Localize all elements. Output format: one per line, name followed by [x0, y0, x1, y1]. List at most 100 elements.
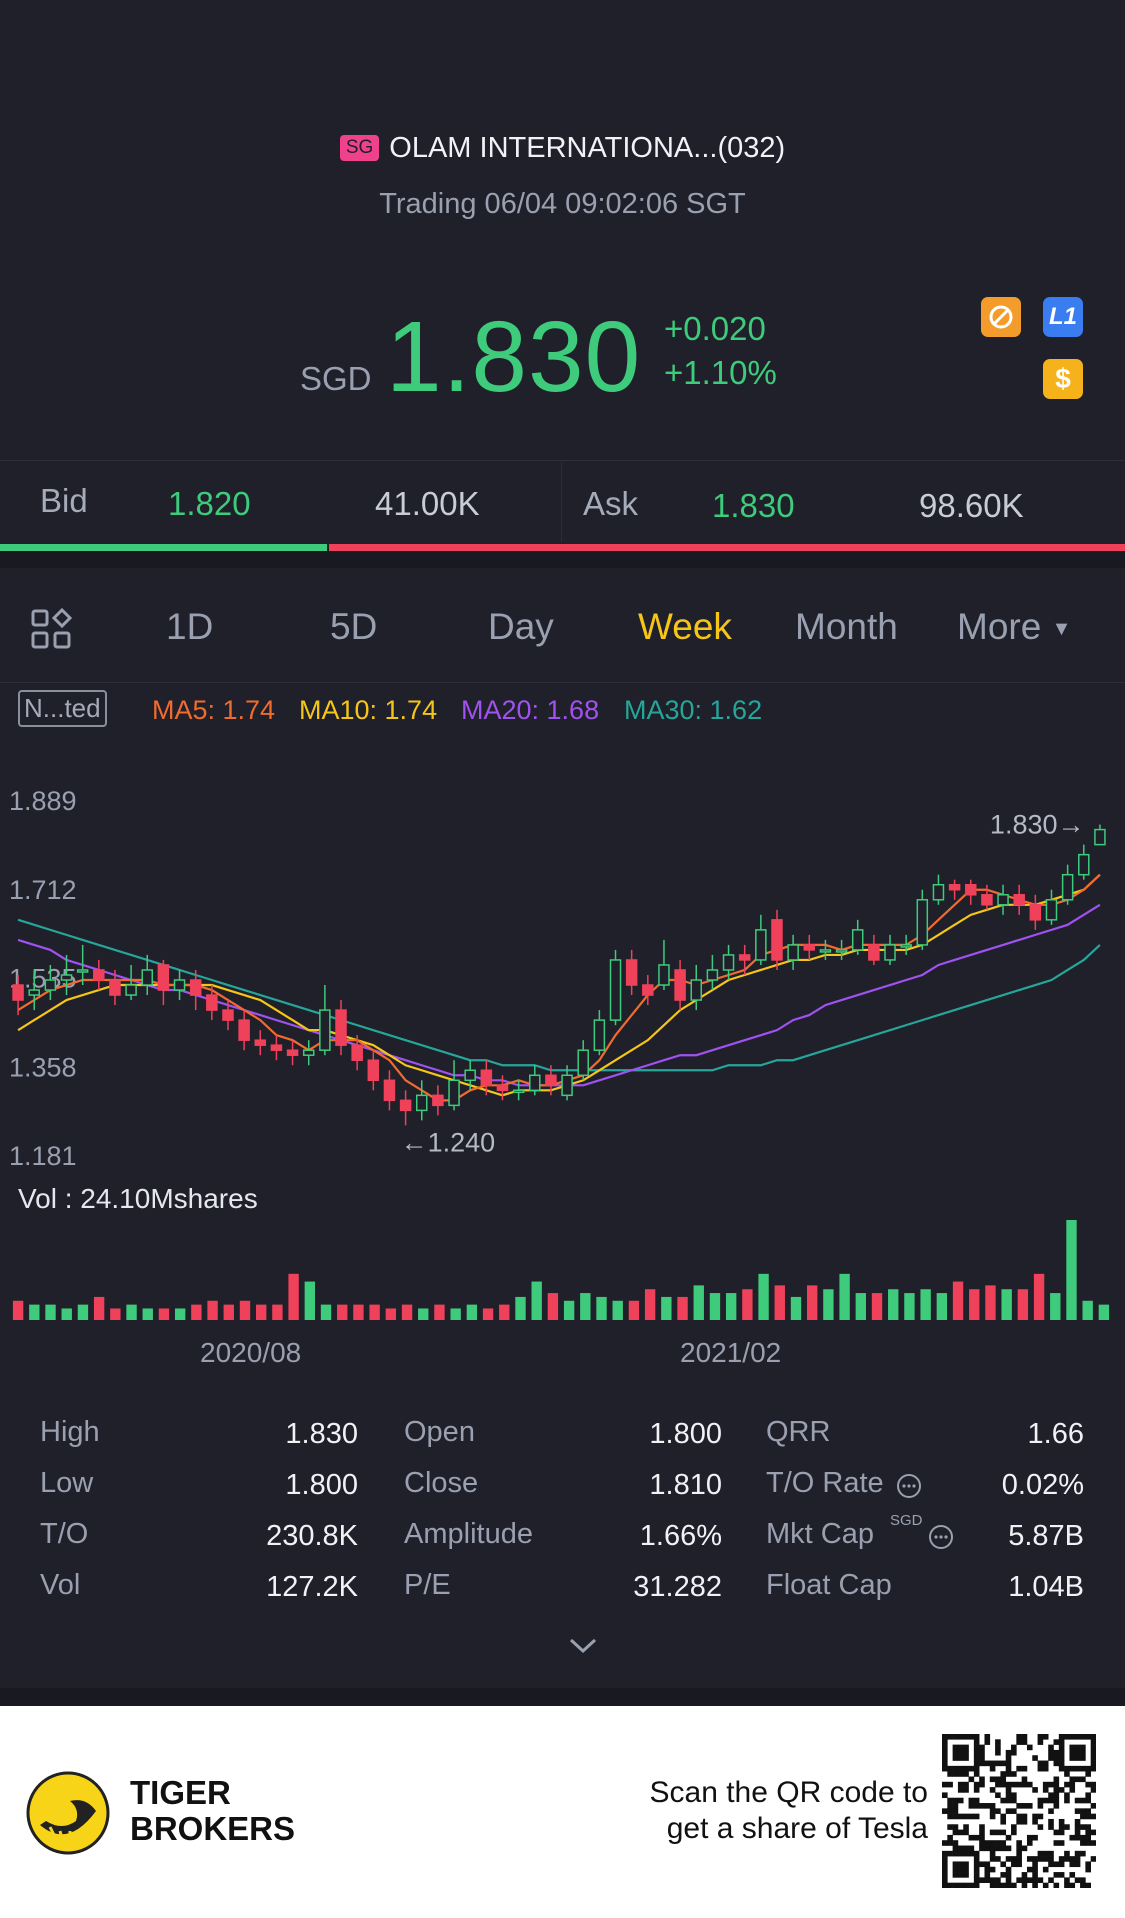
qr-module — [1016, 1734, 1022, 1740]
volume-bar — [223, 1304, 234, 1320]
promo-text-line1: Scan the QR code to — [649, 1776, 929, 1809]
qr-module — [989, 1813, 996, 1820]
qr-module — [1016, 1739, 1022, 1745]
volume-bar — [693, 1285, 704, 1320]
volume-bar — [1017, 1289, 1029, 1320]
qr-module — [979, 1834, 985, 1841]
qr-module — [963, 1771, 969, 1777]
no-short-sell-icon[interactable] — [981, 297, 1021, 337]
candle-body — [60, 974, 73, 981]
candle-body — [593, 1019, 606, 1051]
qr-module — [1048, 1797, 1054, 1804]
qr-module — [947, 1813, 953, 1820]
qr-module — [1080, 1734, 1086, 1740]
adjust-mode-button[interactable]: N...ted — [18, 690, 107, 727]
stat-label: High — [40, 1416, 100, 1448]
qr-module — [979, 1845, 985, 1852]
qr-module — [1074, 1850, 1081, 1857]
candle-body — [173, 979, 186, 991]
info-icon[interactable] — [896, 1473, 922, 1504]
ask-size: 98.60K — [919, 487, 1024, 524]
tab-month[interactable]: Month — [795, 606, 898, 647]
qr-module — [1069, 1872, 1076, 1878]
qr-module — [1074, 1834, 1081, 1841]
qr-module — [942, 1840, 948, 1846]
qr-module — [1032, 1755, 1038, 1761]
tab-5d[interactable]: 5D — [330, 606, 378, 647]
qr-module — [942, 1882, 948, 1888]
qr-module — [995, 1760, 1001, 1767]
volume-bar — [434, 1304, 445, 1320]
tab-week[interactable]: Week — [638, 606, 732, 647]
qr-module — [1074, 1765, 1081, 1772]
volume-bar — [499, 1304, 510, 1320]
qr-module — [1037, 1850, 1044, 1857]
qr-module — [1016, 1856, 1022, 1862]
qr-module — [963, 1861, 969, 1868]
tab-more[interactable]: More ▼ — [957, 606, 1071, 648]
bid-price: 1.820 — [168, 485, 251, 522]
stat-label: Amplitude — [404, 1518, 533, 1550]
qr-module — [952, 1755, 959, 1761]
qr-module — [989, 1845, 996, 1852]
qr-module — [1037, 1856, 1044, 1862]
qr-module — [989, 1776, 996, 1783]
volume-bar — [742, 1289, 753, 1320]
ma10-value: MA10: 1.74 — [299, 695, 438, 725]
qr-module — [1005, 1856, 1012, 1862]
stock-name: OLAM INTERNATIONA...(032) — [389, 132, 786, 164]
candle-body — [932, 883, 945, 901]
qr-module — [1085, 1734, 1091, 1740]
candle-body — [916, 899, 929, 946]
volume-bar — [515, 1296, 526, 1320]
level1-icon[interactable]: L1 — [1043, 297, 1083, 337]
qr-module — [1048, 1792, 1054, 1799]
volume-bar — [936, 1293, 948, 1320]
chevron-down-icon[interactable] — [568, 1636, 598, 1661]
volume-bar — [482, 1308, 494, 1320]
qr-module — [957, 1787, 964, 1793]
ma5-value: MA5: 1.74 — [152, 695, 276, 725]
qr-module — [1090, 1744, 1096, 1751]
qr-module — [1085, 1834, 1091, 1841]
stock-title: SG OLAM INTERNATIONA...(032) — [0, 132, 1125, 165]
qr-module — [957, 1861, 964, 1868]
qr-module — [1026, 1877, 1033, 1883]
volume-bar — [126, 1304, 137, 1320]
qr-module — [1085, 1781, 1091, 1788]
qr-module — [1000, 1829, 1007, 1836]
candle-body — [351, 1044, 363, 1061]
qr-module — [1074, 1861, 1081, 1868]
qr-module — [1058, 1787, 1065, 1793]
info-icon[interactable] — [928, 1524, 954, 1555]
qr-module — [1016, 1850, 1022, 1857]
stat-value: 1.66% — [639, 1520, 722, 1552]
qr-module — [1080, 1749, 1086, 1756]
qr-module — [942, 1861, 948, 1868]
volume-bar — [239, 1300, 251, 1320]
qr-module — [1026, 1803, 1033, 1809]
qr-module — [984, 1861, 991, 1868]
qr-module — [963, 1866, 969, 1873]
layout-grid-icon[interactable] — [30, 607, 73, 655]
qr-module — [1005, 1808, 1012, 1814]
y-tick-label: 1.712 — [9, 875, 77, 905]
qr-module — [1048, 1861, 1054, 1868]
candle-body — [722, 954, 735, 971]
qr-module — [963, 1882, 969, 1888]
qr-module — [1085, 1813, 1091, 1820]
stat-label: T/O Rate — [766, 1467, 884, 1499]
qr-code[interactable] — [942, 1734, 1096, 1888]
tab-day[interactable]: Day — [488, 606, 554, 647]
tab-1d[interactable]: 1D — [166, 606, 214, 647]
last-price: 1.830 — [386, 301, 642, 413]
qr-module — [1011, 1882, 1017, 1888]
dollar-icon[interactable]: $ — [1043, 359, 1083, 399]
qr-module — [989, 1882, 996, 1888]
qr-module — [973, 1739, 980, 1745]
qr-module — [942, 1765, 948, 1772]
candle-body — [674, 969, 686, 1001]
qr-module — [1053, 1803, 1060, 1809]
qr-module — [1080, 1808, 1086, 1814]
